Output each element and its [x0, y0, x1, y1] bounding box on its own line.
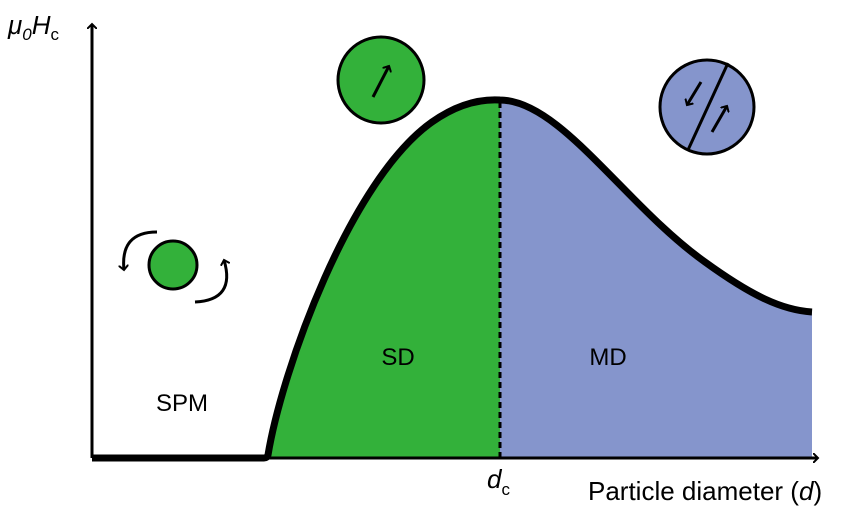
spm-label: SPM — [156, 390, 208, 417]
x-label-before: Particle diameter ( — [588, 476, 799, 506]
y-symbol: μ — [7, 10, 22, 40]
x-label-after: ) — [813, 476, 822, 506]
md-region — [500, 100, 812, 458]
y-axis-label: μ0Hc — [7, 10, 60, 44]
sd-label: SD — [381, 344, 414, 371]
y-field-sub: c — [51, 25, 60, 44]
sd-region — [268, 100, 500, 458]
spm-particle — [149, 241, 197, 289]
diagram: μ0Hc SPM SD MD dc Particle diameter (d) — [0, 0, 866, 511]
y-field: H — [32, 10, 51, 40]
md-label: MD — [589, 344, 626, 371]
page: μ0Hc SPM SD MD dc Particle diameter (d) … — [0, 0, 866, 511]
spm-rotation-arrow — [195, 260, 227, 302]
x-axis-label: Particle diameter (d) — [588, 476, 822, 506]
dc-sub: c — [501, 480, 510, 499]
critical-diameter-label: dc — [487, 464, 510, 499]
